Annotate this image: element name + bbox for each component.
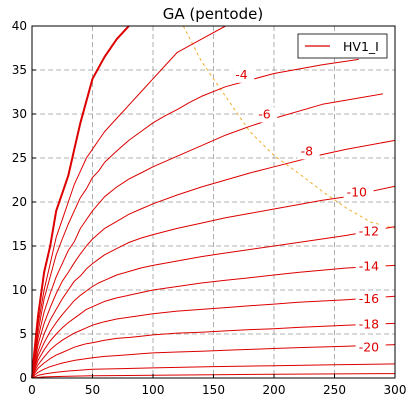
- series-line: [31, 295, 396, 379]
- series-line: [31, 139, 396, 379]
- y-tick-label: 5: [19, 327, 27, 341]
- load-line: [182, 25, 396, 229]
- curve-label-bg: [232, 67, 255, 83]
- y-tick-label: 15: [12, 239, 27, 253]
- series-line: [31, 322, 396, 379]
- y-tick-label: 40: [12, 19, 27, 33]
- series-line: [31, 93, 383, 379]
- chart-title: GA (pentode): [163, 5, 263, 23]
- y-tick-label: 30: [12, 107, 27, 121]
- curve-label-bg: [355, 224, 386, 240]
- x-axis: 0 50 100 150 200 250 300: [28, 374, 406, 397]
- x-tick-label: 150: [202, 383, 225, 397]
- curve-label-bg: [255, 107, 278, 123]
- series-line: [31, 25, 130, 379]
- y-tick-label: 35: [12, 63, 27, 77]
- series-line: [31, 58, 359, 379]
- legend-entry: HV1_I: [343, 39, 379, 54]
- curve-label-bg: [355, 259, 386, 275]
- series-line: [31, 185, 396, 379]
- curve-label: -18: [359, 317, 379, 332]
- curve-label: -12: [359, 223, 379, 238]
- series-line: [31, 25, 226, 379]
- curve-label-bg: [355, 292, 386, 308]
- legend: HV1_I: [297, 33, 388, 59]
- y-tick-label: 20: [12, 195, 27, 209]
- load-line-path: [182, 25, 396, 229]
- curve-label: -20: [359, 340, 379, 355]
- series-line: [31, 226, 396, 379]
- curve-label: -16: [359, 291, 379, 306]
- plate-curves: [31, 25, 396, 379]
- x-tick-label: 50: [85, 383, 100, 397]
- curve-label-bg: [355, 317, 386, 333]
- curve-label: -10: [347, 185, 367, 200]
- x-tick-label: 250: [323, 383, 346, 397]
- series-line: [31, 373, 396, 379]
- curve-label: -4: [235, 67, 248, 82]
- series-line: [31, 344, 396, 379]
- legend-box: [297, 33, 388, 59]
- series-line: [31, 363, 396, 379]
- curve-labels: -4 -6 -8 -10 -12 -14 -16 -18 -20: [232, 67, 386, 356]
- grid: [32, 26, 395, 378]
- curve-label-bg: [355, 340, 386, 356]
- x-tick-label: 300: [384, 383, 407, 397]
- curve-label: -14: [359, 259, 379, 274]
- curve-label: -6: [258, 106, 271, 121]
- curve-label-bg: [343, 185, 374, 201]
- x-tick-label: 0: [28, 383, 36, 397]
- curve-label: -8: [301, 143, 314, 158]
- curve-label-bg: [297, 144, 320, 160]
- y-tick-label: 25: [12, 151, 27, 165]
- x-tick-label: 200: [263, 383, 286, 397]
- y-tick-label: 0: [19, 371, 27, 385]
- series-line: [31, 264, 396, 379]
- y-tick-label: 10: [12, 283, 27, 297]
- x-tick-label: 100: [142, 383, 165, 397]
- y-axis: 0 5 10 15 20 25 30 35 40: [12, 19, 36, 385]
